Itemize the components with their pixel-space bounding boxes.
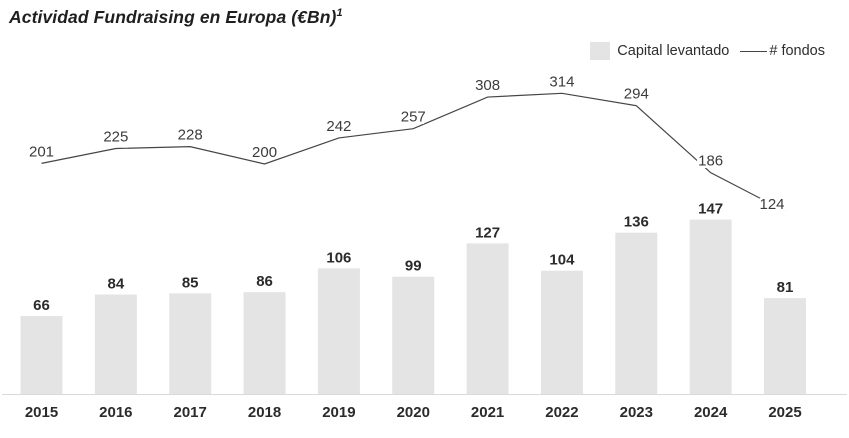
line-value-label-2024: 186 <box>698 153 723 170</box>
legend-bar-swatch <box>590 42 611 60</box>
bar-2018 <box>243 292 286 395</box>
bar-2016 <box>94 294 137 395</box>
chart-title: Actividad Fundraising en Europa (€Bn)1 <box>9 7 343 28</box>
line-value-label-2015: 201 <box>29 143 54 160</box>
x-axis-label-2016: 2016 <box>99 404 132 421</box>
bar-2021 <box>466 243 509 395</box>
bar-value-label-2025: 81 <box>777 279 794 296</box>
line-value-label-2019: 242 <box>326 118 351 135</box>
x-axis-label-2018: 2018 <box>248 404 281 421</box>
bar-2017 <box>169 293 212 395</box>
bar-value-label-2018: 86 <box>256 273 273 290</box>
legend-line-glyph <box>740 50 768 52</box>
x-axis-label-2023: 2023 <box>620 404 653 421</box>
bar-2024 <box>689 219 732 395</box>
bar-value-label-2015: 66 <box>33 297 50 314</box>
chart-title-text: Actividad Fundraising en Europa (€Bn) <box>9 7 337 27</box>
line-value-label-2016: 225 <box>103 129 128 146</box>
line-value-label-2020: 257 <box>401 109 426 126</box>
bar-value-label-2017: 85 <box>182 274 199 291</box>
legend-line-label: # fondos <box>769 43 825 59</box>
chart-legend: Capital levantado # fondos <box>590 41 825 61</box>
bar-2020 <box>392 276 435 395</box>
x-axis-label-2019: 2019 <box>322 404 355 421</box>
x-axis-label-2017: 2017 <box>174 404 207 421</box>
line-value-label-2025: 124 <box>759 196 784 213</box>
bar-value-label-2016: 84 <box>108 276 125 293</box>
x-axis-label-2022: 2022 <box>545 404 578 421</box>
x-axis-label-2015: 2015 <box>25 404 58 421</box>
line-value-label-2022: 314 <box>549 73 574 90</box>
bar-2015 <box>20 315 63 395</box>
bar-2023 <box>615 232 658 395</box>
chart-title-footnote-marker: 1 <box>336 7 343 20</box>
bar-value-label-2022: 104 <box>549 252 575 269</box>
bar-value-label-2020: 99 <box>405 258 422 275</box>
legend-bar-label: Capital levantado <box>617 43 730 59</box>
x-axis-label-2021: 2021 <box>471 404 504 421</box>
line-value-label-2023: 294 <box>624 86 649 103</box>
bar-2022 <box>540 270 583 395</box>
bar-value-label-2024: 147 <box>698 201 723 218</box>
fondos-line <box>41 92 786 212</box>
line-value-label-2018: 200 <box>252 144 277 161</box>
x-axis-label-2024: 2024 <box>694 404 728 421</box>
line-value-label-2021: 308 <box>475 77 500 94</box>
line-value-label-2017: 228 <box>178 127 203 144</box>
x-axis-label-2025: 2025 <box>768 404 801 421</box>
bar-value-label-2021: 127 <box>475 224 500 241</box>
bar-value-label-2023: 136 <box>624 214 649 231</box>
bar-2019 <box>317 268 360 395</box>
bar-2025 <box>764 298 806 395</box>
x-axis-label-2020: 2020 <box>397 404 430 421</box>
bar-value-label-2019: 106 <box>326 249 351 266</box>
